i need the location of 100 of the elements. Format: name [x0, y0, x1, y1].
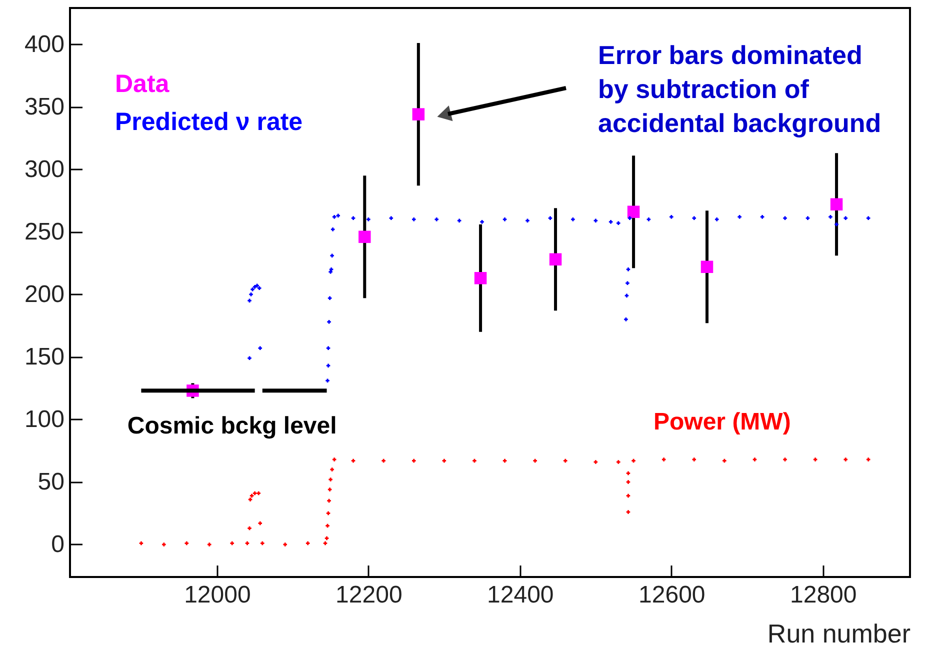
point	[389, 216, 394, 220]
point	[330, 227, 335, 232]
point	[250, 494, 254, 498]
point	[594, 218, 598, 222]
y-tick-label: 200	[24, 280, 64, 308]
point	[329, 267, 334, 272]
point	[738, 214, 742, 219]
point	[351, 458, 356, 463]
point	[844, 458, 848, 462]
point	[692, 458, 696, 462]
point	[248, 498, 252, 502]
point	[330, 254, 334, 258]
point	[626, 267, 630, 272]
point	[502, 458, 507, 463]
point	[260, 541, 264, 546]
point	[830, 198, 843, 210]
point	[608, 220, 613, 224]
point	[502, 217, 507, 222]
point	[358, 230, 371, 243]
point	[248, 526, 252, 530]
point	[628, 216, 632, 220]
point	[866, 216, 870, 220]
point	[806, 216, 810, 220]
point	[632, 458, 636, 463]
point	[626, 510, 630, 514]
point	[834, 222, 838, 226]
point	[844, 216, 848, 220]
point	[627, 206, 640, 218]
point	[330, 468, 334, 472]
point	[670, 214, 674, 219]
point	[351, 216, 356, 220]
point	[382, 458, 386, 463]
x-tick-label: 12400	[487, 582, 554, 608]
point	[250, 288, 254, 292]
point	[549, 253, 562, 266]
point	[258, 521, 262, 526]
point	[624, 318, 628, 322]
point	[626, 494, 630, 498]
point	[548, 216, 552, 220]
point	[412, 108, 425, 120]
point	[594, 460, 598, 464]
y-tick-label: 150	[24, 343, 64, 370]
x-tick-label: 12200	[336, 582, 402, 608]
point	[332, 458, 336, 462]
y-tick-label: 100	[24, 406, 64, 433]
point	[626, 281, 630, 285]
point	[692, 216, 696, 220]
point	[616, 221, 620, 225]
point	[249, 292, 253, 296]
point	[722, 458, 726, 463]
point	[624, 294, 629, 298]
point	[230, 541, 234, 546]
annotation: Cosmic bckg level	[127, 412, 337, 440]
point	[700, 260, 714, 273]
point	[760, 214, 764, 219]
point	[252, 491, 257, 496]
point	[336, 214, 340, 218]
point	[616, 460, 620, 464]
point	[326, 346, 330, 350]
y-tick-label: 0	[51, 530, 64, 558]
point	[248, 298, 252, 302]
point	[533, 458, 537, 463]
point	[256, 491, 260, 496]
point	[480, 220, 484, 224]
point	[646, 217, 651, 222]
point	[283, 542, 287, 546]
y-tick-label: 50	[38, 468, 64, 496]
point	[412, 458, 416, 463]
point	[662, 458, 666, 462]
x-tick-label: 12800	[790, 582, 857, 608]
annotation: Power (MW)	[653, 408, 791, 436]
point	[248, 356, 252, 360]
point	[258, 346, 262, 350]
point	[326, 364, 330, 368]
point	[366, 217, 370, 222]
point	[306, 541, 310, 546]
point	[323, 541, 328, 546]
point	[328, 488, 332, 492]
point	[442, 458, 446, 463]
point	[472, 458, 476, 463]
text: Predicted ν rate	[115, 108, 303, 136]
point	[324, 536, 329, 540]
text: Data	[115, 70, 170, 98]
x-tick-label: 12600	[638, 582, 706, 608]
point	[328, 296, 332, 300]
point	[184, 541, 189, 546]
point	[526, 218, 530, 222]
point	[626, 480, 630, 484]
y-tick-label: 350	[24, 93, 64, 120]
point	[208, 542, 212, 546]
point	[866, 458, 870, 462]
y-tick-label: 300	[24, 156, 64, 183]
point	[752, 458, 757, 462]
point	[328, 478, 332, 482]
annotation: Error bars dominated by subtraction of accidental background	[598, 40, 882, 138]
point	[783, 458, 787, 462]
point	[783, 216, 787, 220]
point	[326, 524, 330, 528]
y-tick-label: 250	[24, 218, 64, 246]
point	[326, 378, 330, 383]
